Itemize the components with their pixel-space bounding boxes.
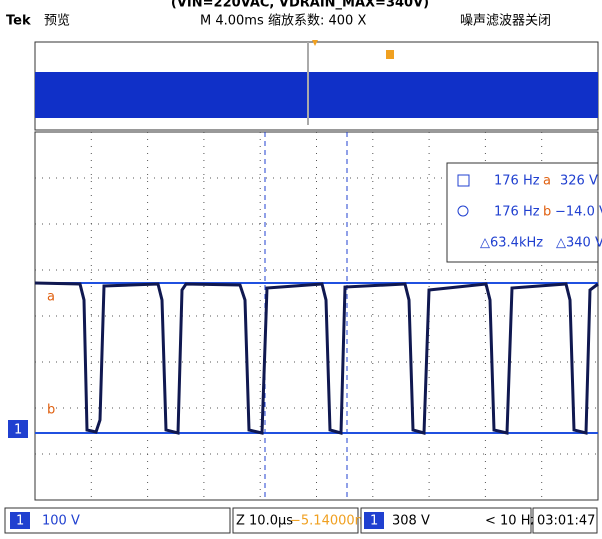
caption: (VIN=220VAC, VDRAIN_MAX=340V) xyxy=(171,0,429,11)
oscilloscope-screen: (VIN=220VAC, VDRAIN_MAX=340V) Tek 预览 M 4… xyxy=(0,0,602,535)
cursor-a-label: a xyxy=(47,290,55,305)
readout-freq: 176 Hz xyxy=(494,205,540,220)
readout-delta-volt: △340 V xyxy=(556,236,602,251)
timebase: M 4.00ms xyxy=(200,14,264,29)
footer-zoom-time: Z 10.0µs xyxy=(236,514,293,529)
readout-delta-freq: △63.4kHz xyxy=(480,236,543,251)
brand: Tek xyxy=(6,14,31,29)
footer-frequency: < 10 Hz xyxy=(485,514,537,529)
readout-freq: 176 Hz xyxy=(494,174,540,189)
footer-clock: 03:01:47 xyxy=(537,514,595,529)
readout-cursor: a xyxy=(543,174,551,189)
footer-trigger-level: 308 V xyxy=(392,514,430,529)
overview-signal xyxy=(35,72,598,118)
footer-channel: 1 xyxy=(16,514,24,529)
zoom: 缩放系数: 400 X xyxy=(268,13,366,29)
t-marker xyxy=(386,50,394,59)
mode: 预览 xyxy=(44,13,70,29)
readout-cursor: b xyxy=(543,205,551,220)
filter: 噪声滤波器关闭 xyxy=(460,14,551,29)
readout-volt: −14.0 V xyxy=(555,205,602,220)
footer-trigger-channel: 1 xyxy=(370,514,378,529)
cursor-b-label: b xyxy=(47,403,55,418)
channel-marker-label: 1 xyxy=(14,423,22,438)
readout-volt: 326 V xyxy=(560,174,598,189)
footer-scale: 100 V xyxy=(42,514,80,529)
footer-box xyxy=(5,508,230,533)
